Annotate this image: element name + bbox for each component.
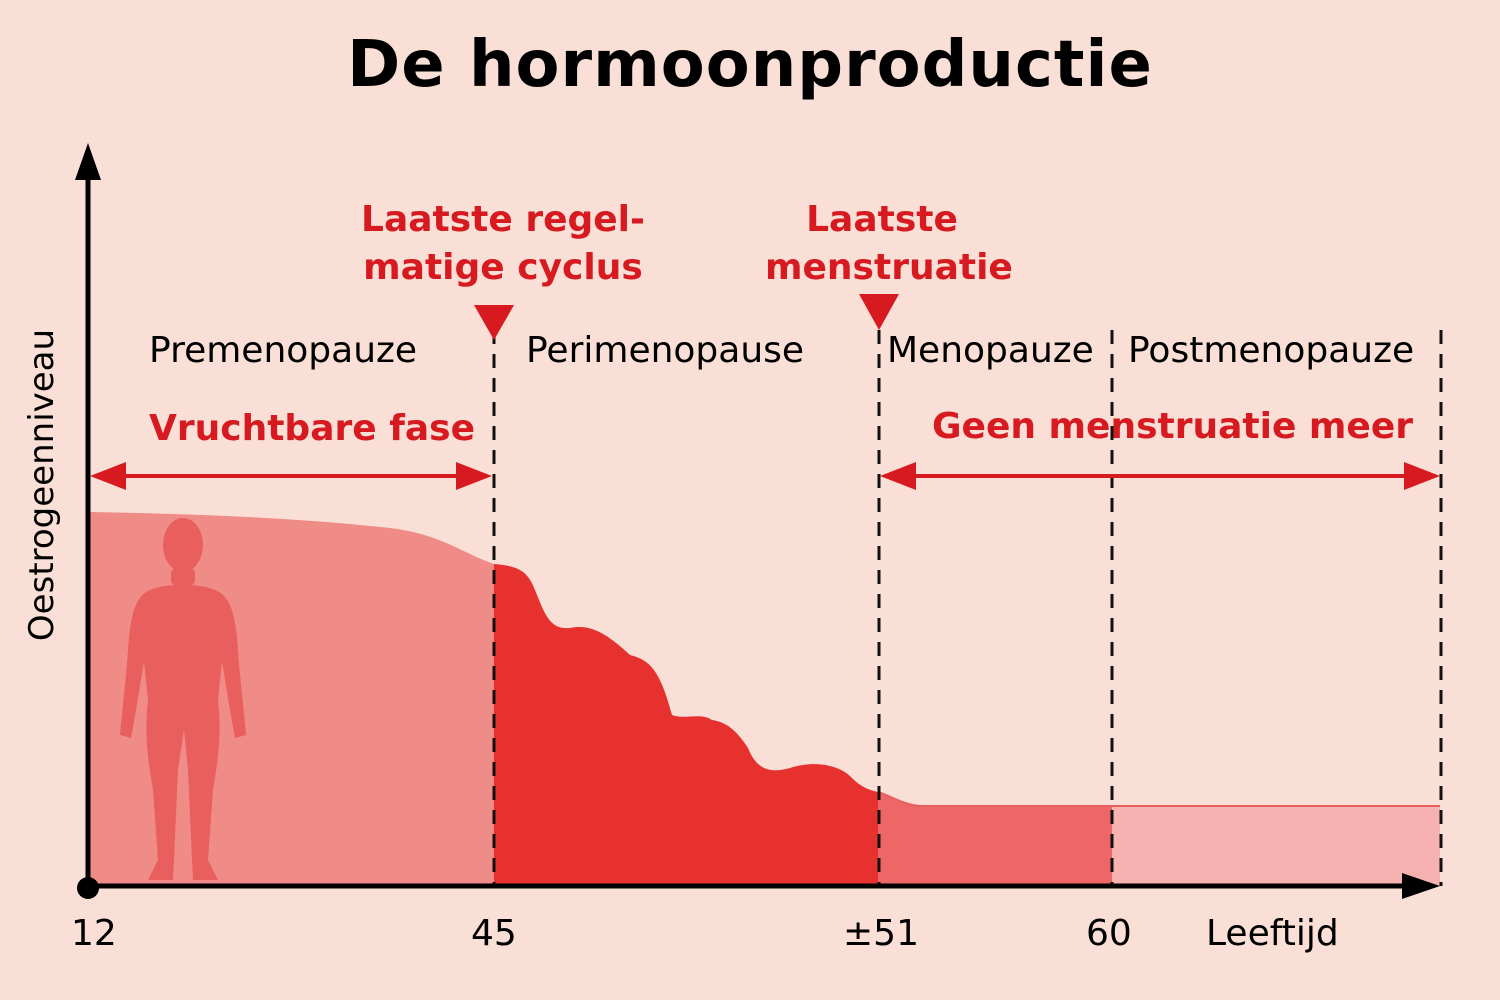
- annotation-regular-cycle: Laatste regel- matige cyclus: [361, 196, 645, 292]
- menopause-area: [878, 792, 1112, 886]
- no-menstruation-range-arrow: [880, 462, 1440, 490]
- annotation-last-menstruation: Laatste menstruatie: [765, 196, 1013, 292]
- perimenopause-area: [494, 564, 878, 886]
- curve-edge: [877, 791, 1440, 807]
- axis-origin-dot: [77, 877, 99, 899]
- tick-label-60: 60: [1086, 913, 1132, 954]
- tick-label-51: ±51: [843, 913, 919, 954]
- x-axis-arrow: [1402, 873, 1440, 899]
- tick-label-45: 45: [471, 913, 517, 954]
- annotation-last-menstruation-line2: menstruatie: [765, 247, 1013, 288]
- phase-label-menopauze: Menopauze: [887, 330, 1094, 371]
- postmenopause-area: [1112, 806, 1440, 886]
- phase-label-perimenopause: Perimenopause: [526, 330, 805, 371]
- annotation-last-menstruation-line1: Laatste: [806, 199, 958, 240]
- phase-label-premenopauze: Premenopauze: [149, 330, 418, 371]
- fertile-range-arrow: [90, 462, 492, 490]
- y-axis-arrow: [75, 143, 101, 180]
- marker-regular-cycle: [474, 305, 514, 340]
- marker-last-menstruation: [859, 294, 899, 330]
- chart-title: De hormoonproductie: [347, 28, 1153, 102]
- tick-label-12: 12: [71, 913, 117, 954]
- y-axis-label: Oestrogeenniveau: [22, 328, 62, 642]
- phase-boundaries: [492, 330, 1443, 886]
- range-label-fertile: Vruchtbare fase: [149, 408, 475, 449]
- range-label-no-menstruation: Geen menstruatie meer: [932, 406, 1414, 447]
- annotation-regular-cycle-line2: matige cyclus: [363, 247, 643, 288]
- x-axis-label: Leeftijd: [1206, 913, 1339, 954]
- woman-silhouette-icon: [120, 518, 246, 880]
- phase-label-postmenopauze: Postmenopauze: [1128, 330, 1415, 371]
- annotation-regular-cycle-line1: Laatste regel-: [361, 199, 645, 240]
